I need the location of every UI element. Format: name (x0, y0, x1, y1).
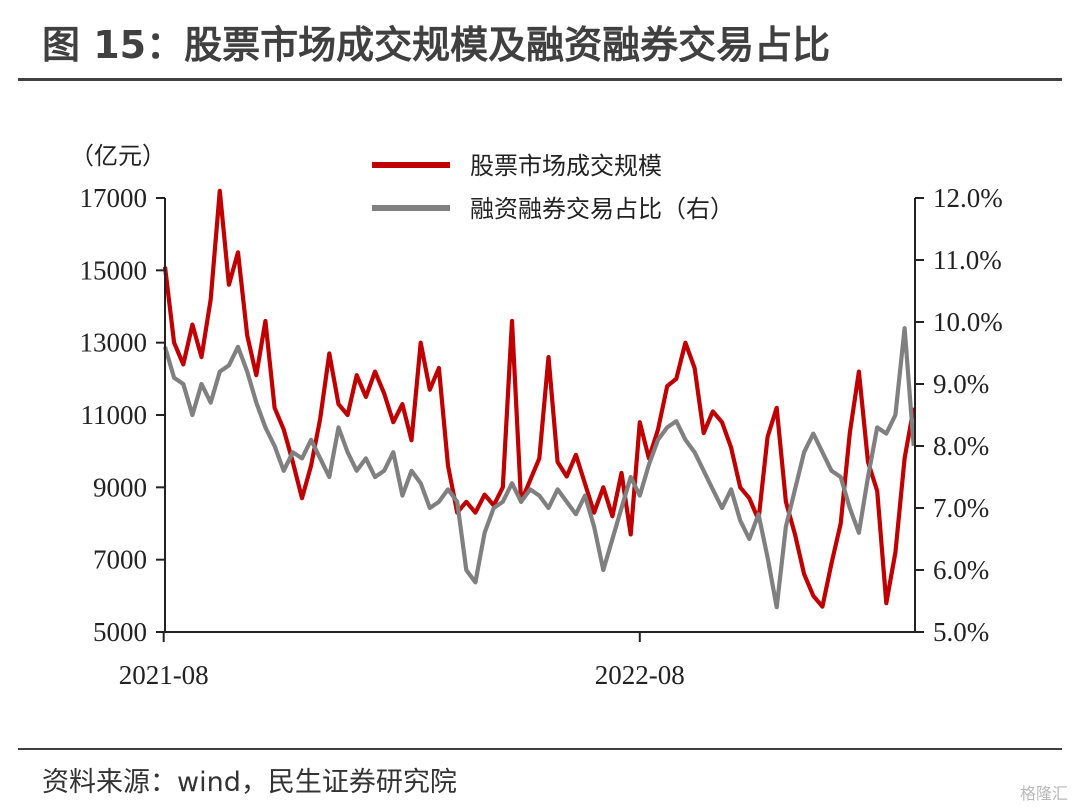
footer-divider (18, 748, 1062, 750)
right-tick-label: 11.0% (933, 245, 1002, 275)
x-tick-label: 2022-08 (595, 660, 685, 690)
series-line-margin-ratio (162, 326, 916, 610)
left-tick-label: 11000 (81, 400, 148, 430)
left-axis-unit: （亿元） (70, 142, 166, 170)
right-tick-label: 5.0% (933, 617, 989, 647)
legend-label-margin-ratio: 融资融券交易占比（右） (470, 195, 734, 223)
watermark-logo: 格隆汇 (1019, 784, 1068, 803)
right-tick-label: 7.0% (933, 493, 989, 523)
left-tick-label: 15000 (80, 255, 148, 285)
right-tick-label: 10.0% (933, 307, 1003, 337)
left-tick-label: 13000 (80, 328, 148, 358)
left-tick-label: 9000 (93, 472, 147, 502)
x-tick-label: 2021-08 (119, 660, 209, 690)
series-line-turnover (162, 188, 916, 609)
legend-label-turnover: 股票市场成交规模 (470, 152, 662, 180)
right-tick-label: 9.0% (933, 369, 989, 399)
title-divider (18, 78, 1062, 81)
chart-svg: 5000 7000 9000 11000 13000 15000 17000 5.0% 6.0%… (70, 142, 1003, 690)
left-tick-label: 17000 (80, 183, 148, 213)
figure-title: 图 15：股票市场成交规模及融资融券交易占比 (42, 23, 831, 67)
right-tick-label: 8.0% (933, 431, 989, 461)
left-tick-label: 7000 (93, 545, 147, 575)
right-tick-label: 12.0% (933, 183, 1003, 213)
right-tick-label: 6.0% (933, 555, 989, 585)
source-note: 资料来源：wind，民生证券研究院 (42, 767, 457, 798)
left-tick-label: 5000 (93, 617, 147, 647)
